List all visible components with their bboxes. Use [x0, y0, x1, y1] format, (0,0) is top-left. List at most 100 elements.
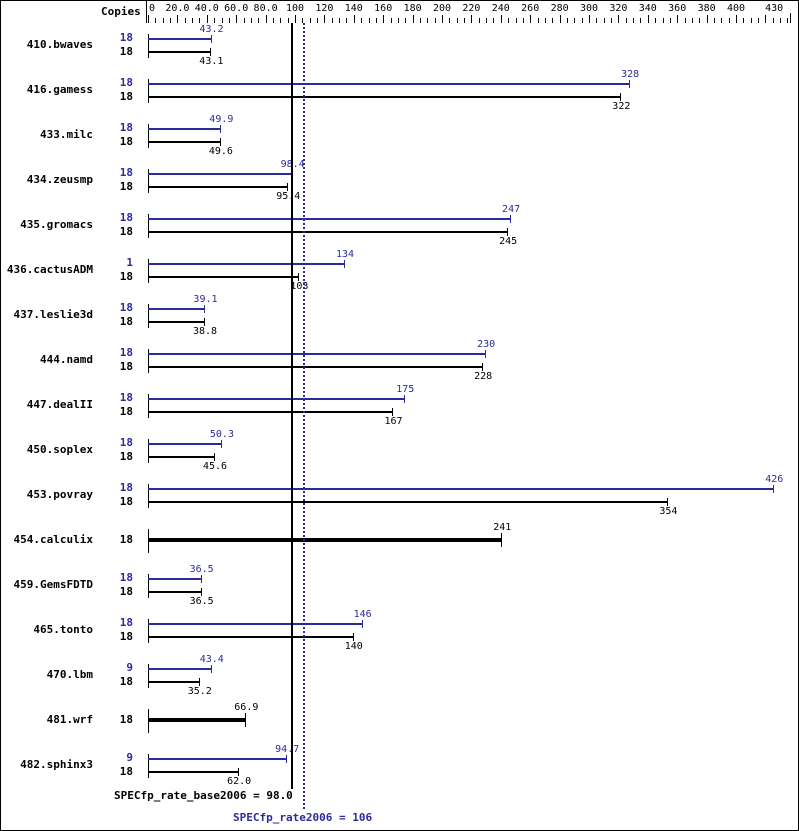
base-copies: 18 — [119, 180, 133, 193]
tick-mark — [390, 18, 392, 23]
peak-value-label: 134 — [335, 249, 354, 260]
base-bar — [148, 186, 289, 188]
tick-mark — [478, 18, 480, 23]
base-endcap — [620, 93, 622, 101]
peak-copies: 18 — [119, 346, 133, 359]
peak-bar — [148, 488, 775, 490]
tick-mark — [537, 18, 539, 23]
base-bar — [148, 636, 354, 638]
base-copies: 18 — [119, 405, 133, 418]
base-endcap — [482, 363, 484, 371]
peak-reference-line — [302, 23, 305, 809]
peak-bar — [148, 218, 512, 220]
tick-mark — [780, 18, 782, 23]
tick-label: 140 — [344, 3, 363, 14]
base-bar — [148, 366, 484, 368]
base-value-label: 354 — [659, 506, 678, 517]
tick-mark — [272, 18, 274, 23]
peak-value-label: 328 — [621, 69, 640, 80]
peak-copies: 18 — [119, 121, 133, 134]
benchmark-name: 447.dealII — [26, 398, 93, 411]
tick-mark — [728, 18, 730, 23]
tick-label: 380 — [697, 3, 716, 14]
peak-endcap — [220, 125, 222, 133]
benchmark-name: 459.GemsFDTD — [13, 578, 93, 591]
peak-copies: 18 — [119, 31, 133, 44]
tick-mark — [522, 18, 524, 23]
peak-bar — [148, 353, 487, 355]
tick-mark — [199, 18, 201, 23]
tick-mark — [618, 15, 620, 23]
base-copies: 18 — [119, 45, 133, 58]
tick-mark — [544, 18, 546, 23]
tick-mark — [552, 18, 554, 23]
tick-label: 320 — [609, 3, 628, 14]
tick-mark — [581, 18, 583, 23]
tick-mark — [655, 18, 657, 23]
peak-value-label: 146 — [353, 609, 372, 620]
tick-mark — [471, 15, 473, 23]
tick-mark — [750, 18, 752, 23]
base-copies: 18 — [119, 765, 133, 778]
benchmark-name: 433.milc — [40, 128, 93, 141]
peak-value-label: 247 — [502, 204, 521, 215]
tick-label: 400 — [726, 3, 746, 14]
base-bar — [148, 411, 394, 413]
peak-copies: 18 — [119, 76, 133, 89]
tick-mark — [162, 18, 164, 23]
base-value-label: 322 — [612, 101, 631, 112]
tick-mark — [280, 18, 282, 23]
tick-label: 360 — [668, 3, 687, 14]
peak-value-label: 49.9 — [209, 114, 234, 125]
tick-mark — [258, 18, 260, 23]
axis-end-tick — [790, 13, 791, 23]
peak-endcap — [404, 395, 406, 403]
tick-label: 430 — [765, 3, 784, 14]
base-copies: 18 — [119, 315, 133, 328]
base-value-label: 62.0 — [227, 776, 252, 787]
tick-mark — [434, 18, 436, 23]
base-bar — [148, 591, 202, 593]
benchmark-name: 481.wrf — [46, 713, 93, 726]
tick-mark — [713, 18, 715, 23]
peak-value-label: 39.1 — [193, 294, 218, 305]
base-reference-line — [291, 23, 294, 789]
base-bar — [148, 96, 622, 98]
tick-mark — [464, 18, 466, 23]
peak-value-label: 43.4 — [199, 654, 224, 665]
tick-label: 200 — [432, 3, 452, 14]
benchmark-name: 410.bwaves — [26, 38, 93, 51]
base-value-label: 103 — [290, 281, 309, 292]
tick-mark — [243, 18, 245, 23]
base-bar — [148, 718, 247, 722]
tick-mark — [677, 15, 679, 23]
peak-copies: 18 — [119, 391, 133, 404]
tick-mark — [155, 18, 157, 23]
peak-bar — [148, 443, 222, 445]
tick-mark — [228, 18, 230, 23]
benchmark-name: 482.sphinx3 — [20, 758, 93, 771]
tick-mark — [669, 18, 671, 23]
base-value-label: 245 — [499, 236, 518, 247]
base-copies: 18 — [119, 135, 133, 148]
tick-label: 340 — [638, 3, 657, 14]
tick-mark — [574, 18, 576, 23]
tick-mark — [331, 18, 333, 23]
tick-mark — [361, 18, 363, 23]
base-value-label: 43.1 — [199, 56, 224, 67]
base-value-label: 95.4 — [276, 191, 301, 202]
base-copies: 18 — [119, 360, 133, 373]
base-bar — [148, 141, 221, 143]
benchmark-name: 450.soplex — [26, 443, 93, 456]
benchmark-name: 465.tonto — [33, 623, 93, 636]
tick-label: 40.0 — [194, 3, 219, 14]
tick-mark — [596, 18, 598, 23]
peak-endcap — [220, 440, 222, 448]
bar-origin-line — [148, 664, 149, 688]
peak-bar — [148, 128, 222, 130]
tick-mark — [353, 15, 355, 23]
tick-mark — [765, 15, 767, 23]
tick-mark — [250, 18, 252, 23]
peak-endcap — [629, 80, 631, 88]
tick-mark — [706, 15, 708, 23]
